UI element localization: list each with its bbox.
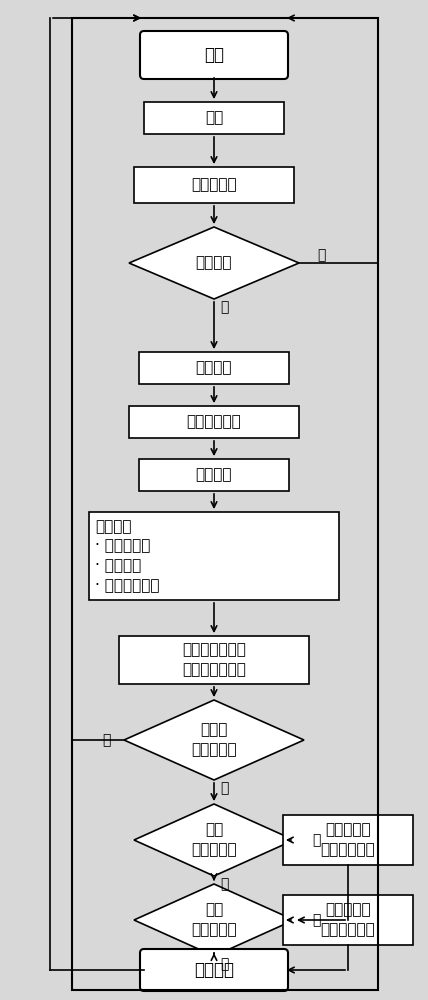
Bar bbox=[89, 512, 339, 600]
Text: 处理波群: 处理波群 bbox=[196, 468, 232, 483]
Text: 否: 否 bbox=[312, 833, 320, 847]
Text: 切割和测量: 切割和测量 bbox=[191, 178, 237, 192]
Bar bbox=[144, 102, 284, 134]
Bar bbox=[119, 636, 309, 684]
Text: 识别树木
· 切割头识别
· 基端识别
· 树木长度识别: 识别树木 · 切割头识别 · 基端识别 · 树木长度识别 bbox=[95, 519, 160, 593]
Bar bbox=[283, 895, 413, 945]
Polygon shape bbox=[134, 884, 294, 956]
Bar bbox=[139, 352, 289, 384]
Text: 否: 否 bbox=[312, 913, 320, 927]
Text: 是: 是 bbox=[220, 300, 228, 314]
Text: 比较识别数据和
切割头测量数据: 比较识别数据和 切割头测量数据 bbox=[182, 643, 246, 677]
Text: 是: 是 bbox=[102, 733, 110, 747]
FancyBboxPatch shape bbox=[140, 949, 288, 991]
Bar bbox=[134, 167, 294, 203]
Text: 否: 否 bbox=[220, 781, 228, 795]
Text: 测量信号: 测量信号 bbox=[196, 360, 232, 375]
Text: 砍伐: 砍伐 bbox=[204, 46, 224, 64]
Text: 直径
是否匹配？: 直径 是否匹配？ bbox=[191, 823, 237, 857]
Text: 用识别数据
代替测量数据: 用识别数据 代替测量数据 bbox=[321, 903, 375, 937]
Polygon shape bbox=[124, 700, 304, 780]
Text: 是: 是 bbox=[220, 877, 228, 891]
FancyBboxPatch shape bbox=[140, 31, 288, 79]
Text: 长度
是否匹配？: 长度 是否匹配？ bbox=[191, 903, 237, 937]
Text: 校准命令: 校准命令 bbox=[196, 255, 232, 270]
Text: 继续砍伐: 继续砍伐 bbox=[194, 961, 234, 979]
Bar bbox=[283, 815, 413, 865]
Polygon shape bbox=[129, 227, 299, 299]
Bar bbox=[129, 406, 299, 438]
Bar bbox=[139, 459, 289, 491]
Text: 用识别数据
代替测量数据: 用识别数据 代替测量数据 bbox=[321, 823, 375, 857]
Text: 接收测量波群: 接收测量波群 bbox=[187, 414, 241, 430]
Text: 是: 是 bbox=[220, 957, 228, 971]
Text: 除枝: 除枝 bbox=[205, 110, 223, 125]
Text: 测量值
是否匹配？: 测量值 是否匹配？ bbox=[191, 723, 237, 757]
Bar bbox=[72, 18, 378, 990]
Text: 否: 否 bbox=[317, 248, 325, 262]
Polygon shape bbox=[134, 804, 294, 876]
